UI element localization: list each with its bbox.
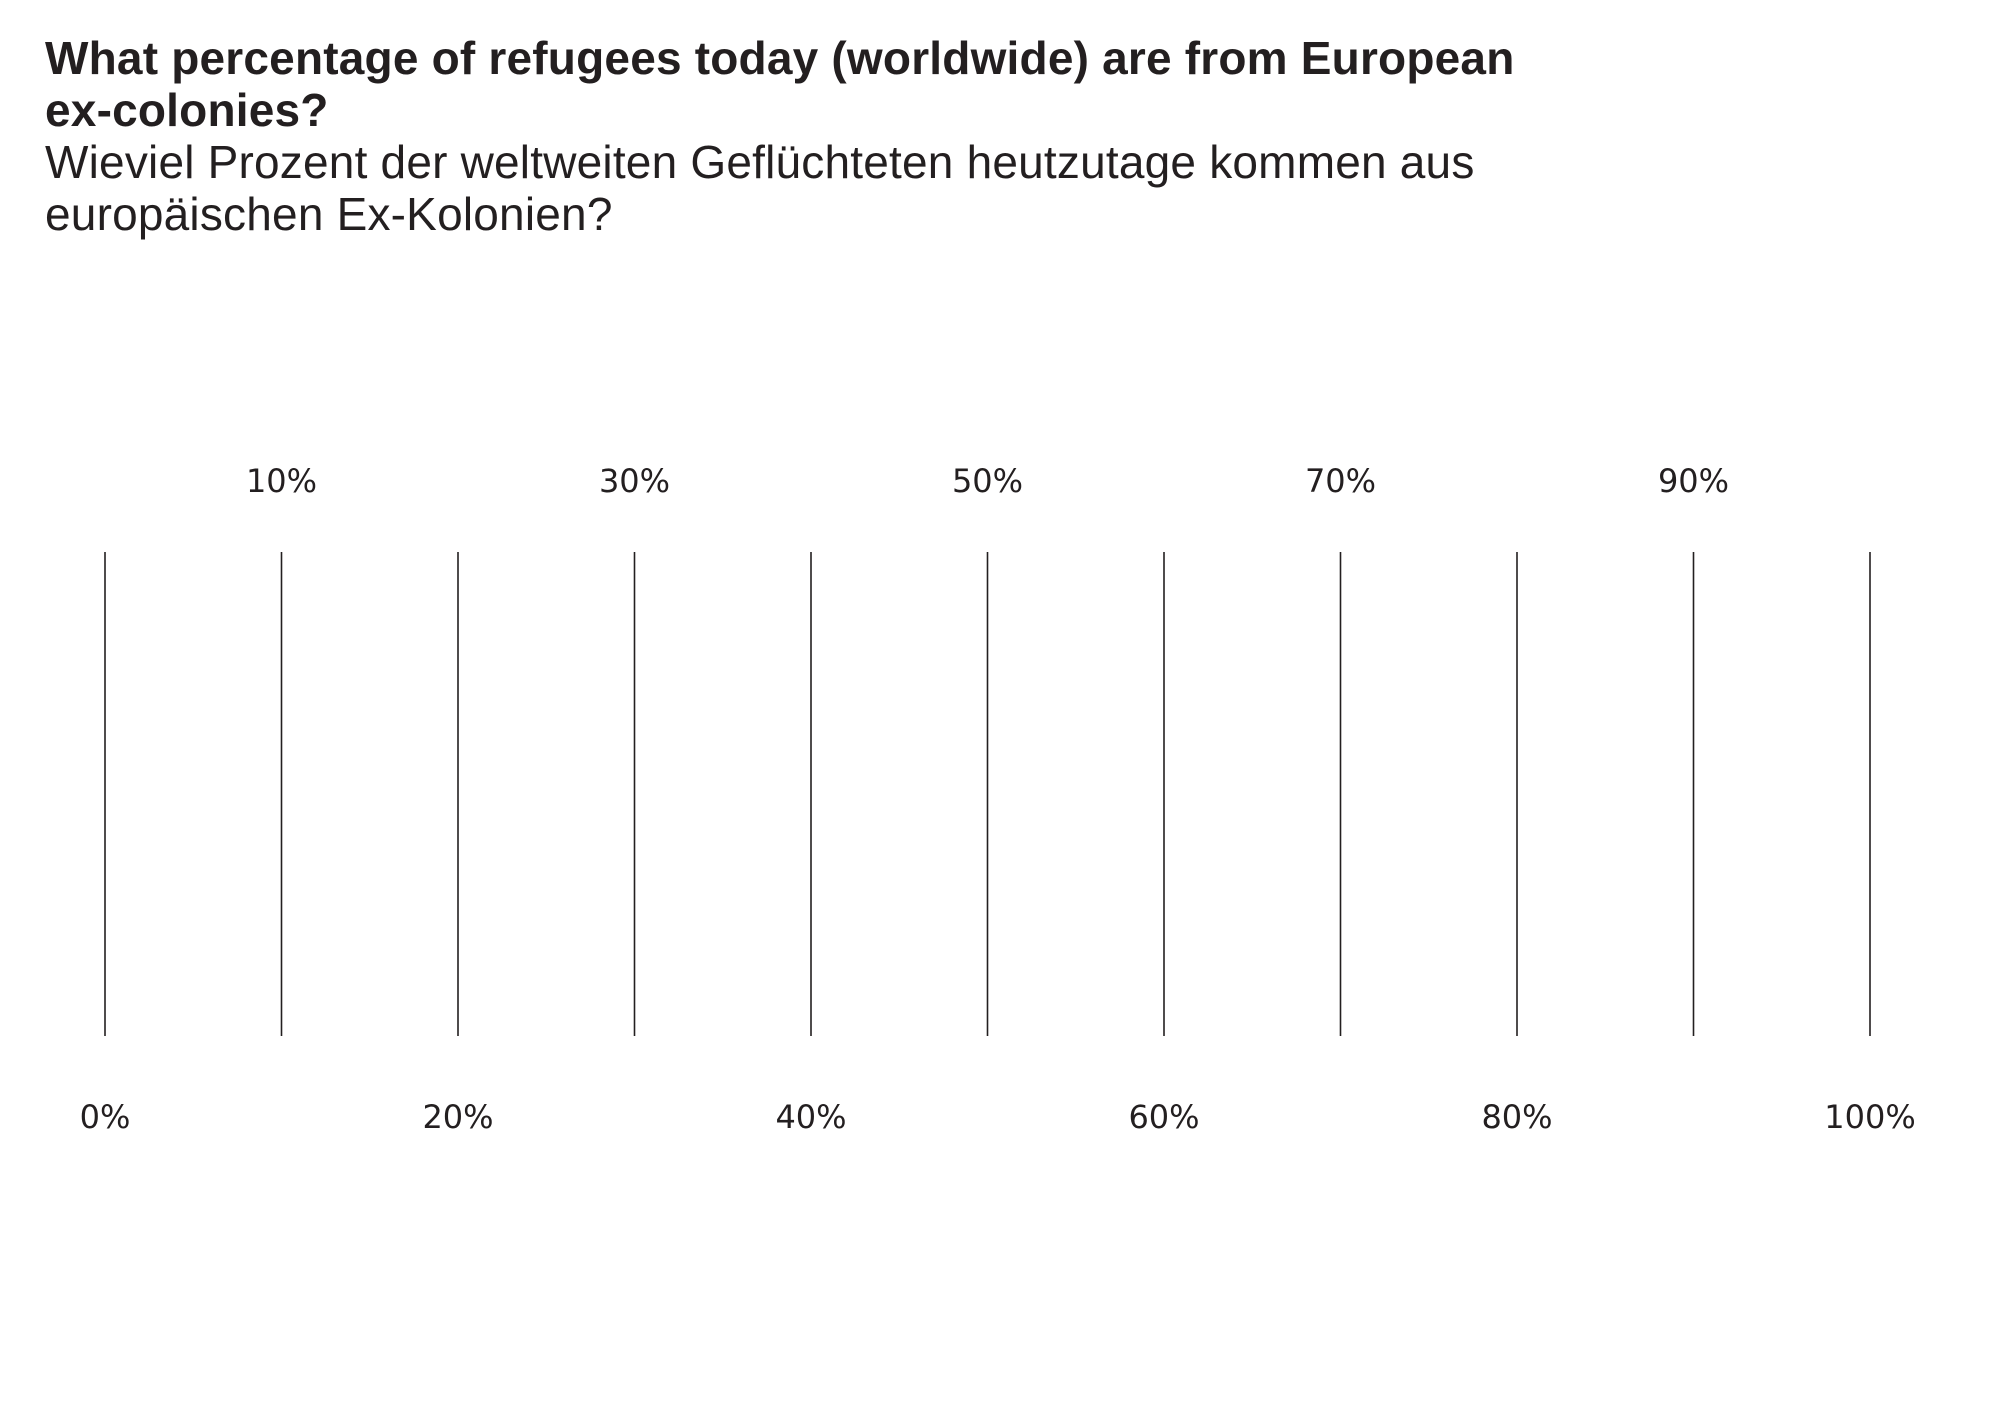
top-tick-labels: 10% 30% 50% 70% 90% bbox=[246, 462, 1729, 500]
bottom-tick-label-100: 100% bbox=[1824, 1098, 1915, 1136]
top-tick-label-90: 90% bbox=[1658, 462, 1729, 500]
question-block: What percentage of refugees today (world… bbox=[45, 32, 1545, 240]
top-tick-label-10: 10% bbox=[246, 462, 317, 500]
bottom-tick-label-60: 60% bbox=[1128, 1098, 1199, 1136]
question-german: Wieviel Prozent der weltweiten Geflüchte… bbox=[45, 136, 1475, 240]
bottom-tick-label-80: 80% bbox=[1481, 1098, 1552, 1136]
tick-lines bbox=[104, 552, 1871, 1036]
top-tick-label-50: 50% bbox=[952, 462, 1023, 500]
bottom-tick-labels: 0% 20% 40% 60% 80% 100% bbox=[80, 1098, 1916, 1136]
question-english: What percentage of refugees today (world… bbox=[45, 32, 1515, 136]
top-tick-label-30: 30% bbox=[599, 462, 670, 500]
top-tick-label-70: 70% bbox=[1305, 462, 1376, 500]
bottom-tick-label-40: 40% bbox=[775, 1098, 846, 1136]
bottom-tick-label-20: 20% bbox=[422, 1098, 493, 1136]
bottom-tick-label-0: 0% bbox=[80, 1098, 131, 1136]
